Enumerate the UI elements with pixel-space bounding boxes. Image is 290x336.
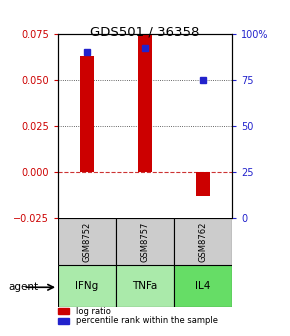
Text: TNFa: TNFa (132, 282, 158, 291)
Bar (196, 172, 210, 196)
Text: log ratio: log ratio (76, 307, 111, 316)
Bar (174, 218, 232, 265)
Bar (58, 265, 116, 307)
Text: GSM8762: GSM8762 (198, 222, 208, 262)
Text: GSM8752: GSM8752 (82, 222, 92, 262)
Text: GSM8757: GSM8757 (140, 222, 150, 262)
Text: GDS501 / 36358: GDS501 / 36358 (90, 25, 200, 38)
Bar (58, 218, 116, 265)
Bar (138, 34, 152, 172)
Text: IFNg: IFNg (75, 282, 99, 291)
Bar (116, 265, 174, 307)
Bar (116, 218, 174, 265)
Text: IL4: IL4 (195, 282, 211, 291)
Bar (80, 56, 94, 172)
Bar (174, 265, 232, 307)
Text: percentile rank within the sample: percentile rank within the sample (76, 316, 218, 325)
Text: agent: agent (9, 282, 39, 292)
